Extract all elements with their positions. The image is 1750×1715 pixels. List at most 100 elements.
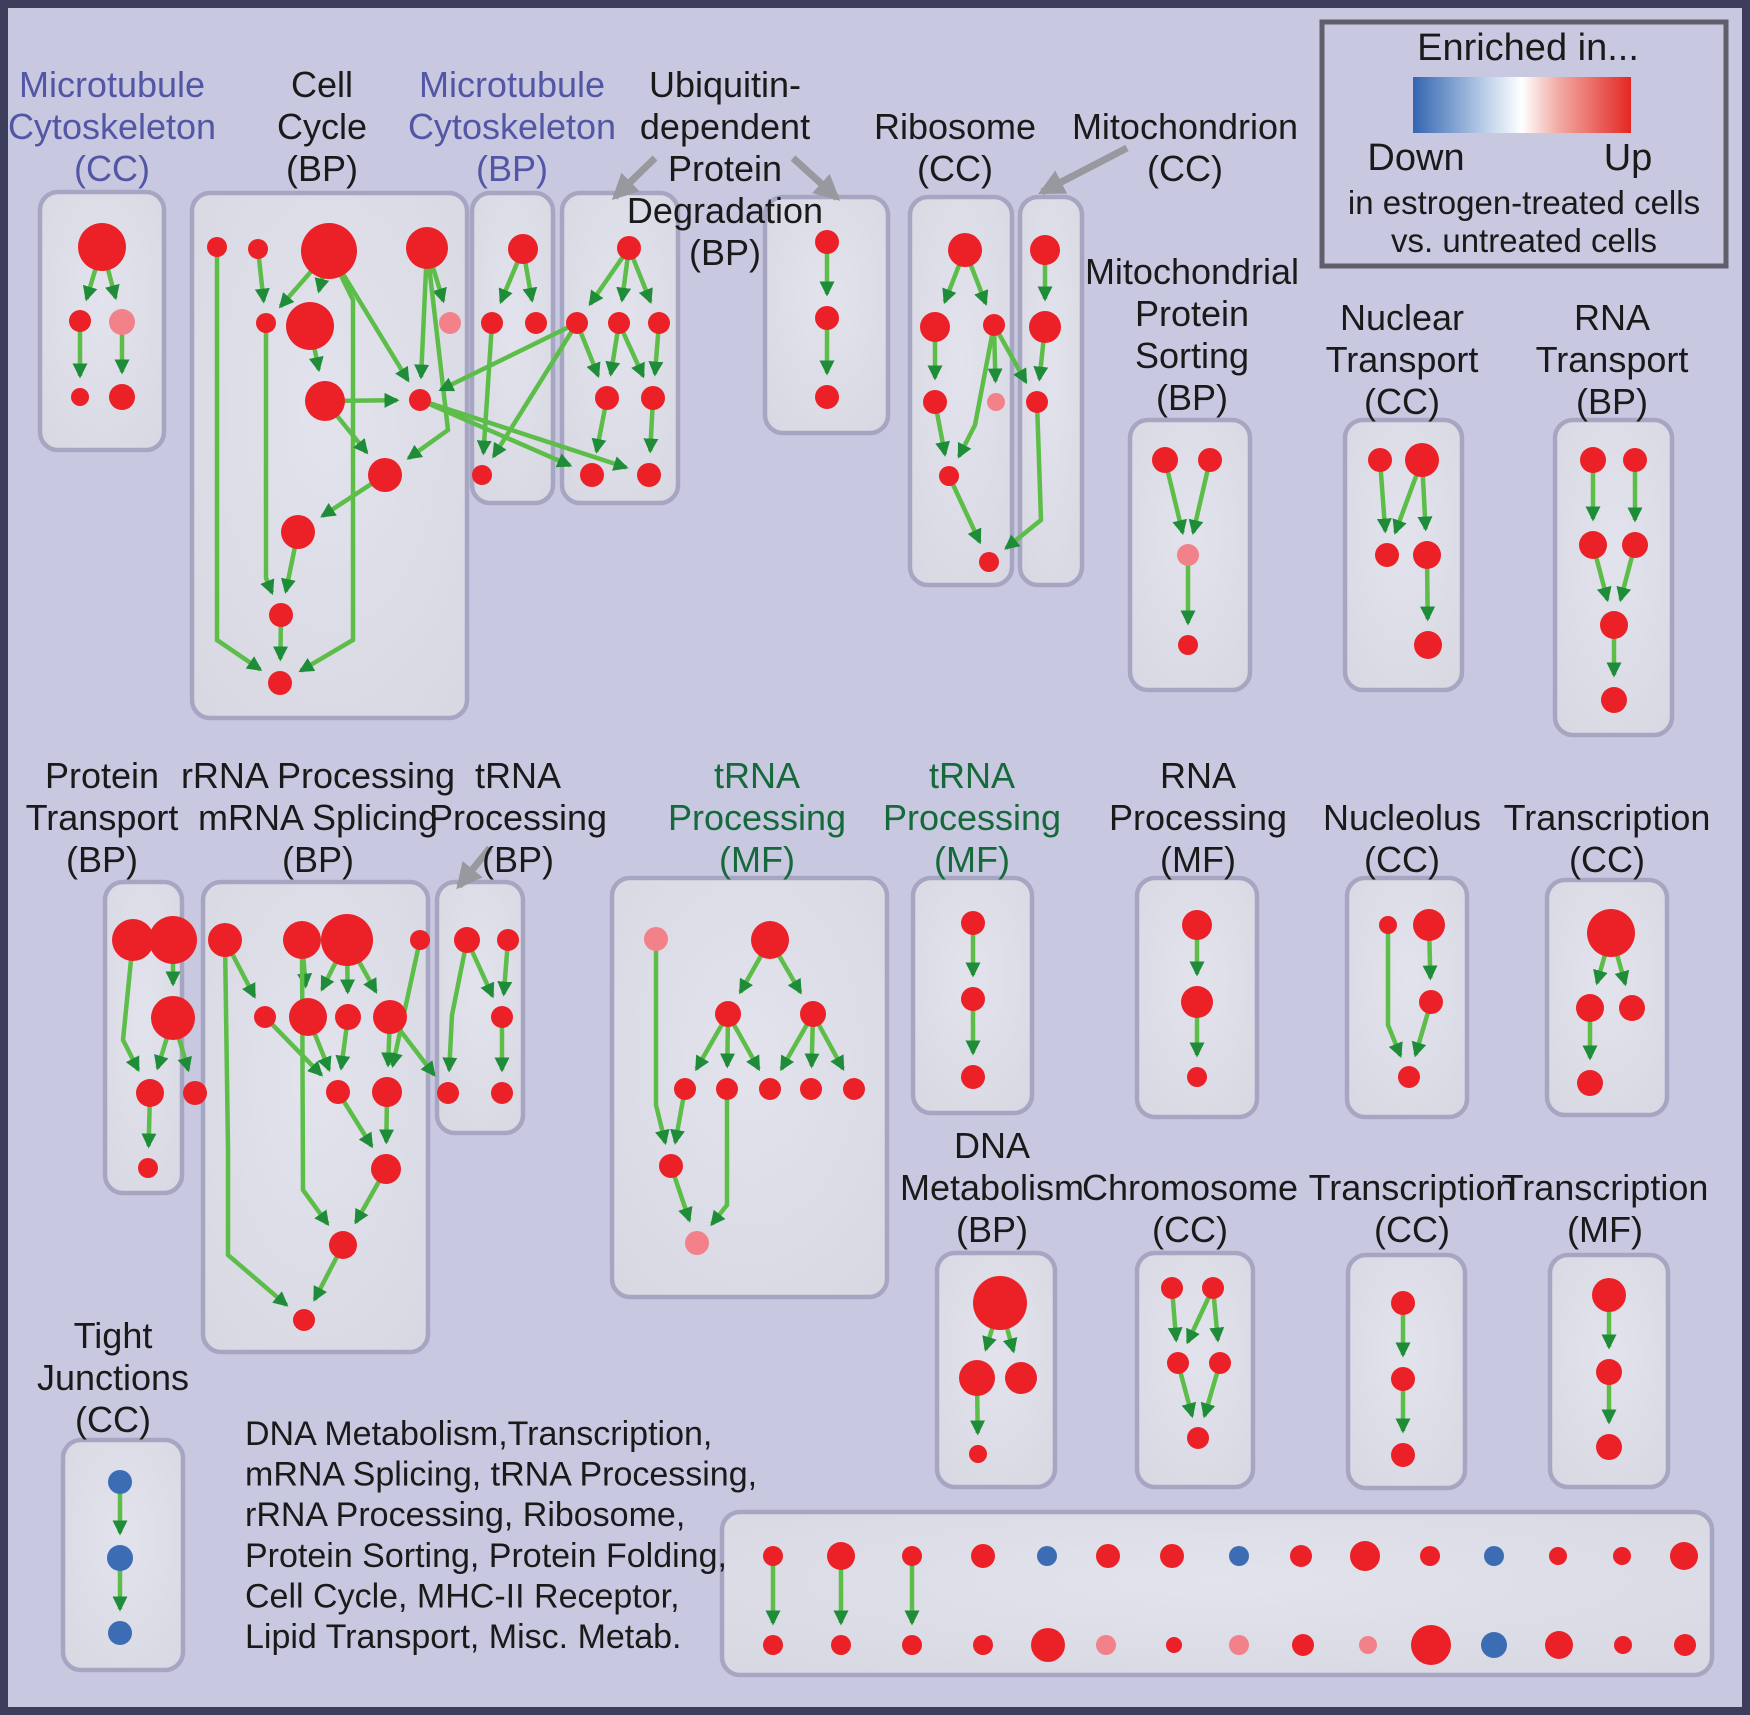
go-term-node-up	[716, 1078, 738, 1100]
go-term-node-up	[1420, 1546, 1440, 1566]
go-term-node-down	[107, 1545, 133, 1571]
cluster-boxes-layer	[37, 189, 1715, 1678]
go-term-node-up-weak	[1359, 1636, 1377, 1654]
go-term-node-up	[207, 237, 227, 257]
go-term-node-up	[1413, 541, 1441, 569]
rna-transport-bp-box	[1552, 417, 1675, 738]
go-term-node-up	[1549, 1547, 1567, 1565]
cluster-label-line: Protein	[45, 755, 159, 796]
go-term-node-up	[1580, 447, 1606, 473]
cluster-label-line: (BP)	[1156, 377, 1228, 418]
cluster-label-line: Mitochondrion	[1072, 106, 1298, 147]
mitochondrion-cc-box	[1017, 194, 1085, 588]
go-term-node-up	[1391, 1443, 1415, 1467]
go-term-node-up	[1026, 391, 1048, 413]
cluster-label-line: Tight	[74, 1315, 153, 1356]
go-term-node-up	[580, 463, 604, 487]
go-term-node-up	[269, 603, 293, 627]
legend-subtitle-line2: vs. untreated cells	[1391, 222, 1657, 259]
edge-arrow	[442, 939, 470, 1073]
go-term-node-up	[409, 389, 431, 411]
cluster-label-line: (BP)	[1576, 381, 1648, 422]
cluster-label-line: Cycle	[277, 106, 367, 147]
go-term-node-up	[759, 1078, 781, 1100]
go-term-node-up	[948, 233, 982, 267]
go-term-node-up	[1379, 916, 1397, 934]
edge-arrow	[120, 939, 141, 1073]
go-term-node-up	[437, 1082, 459, 1104]
cluster-label-line: (CC)	[1364, 839, 1440, 880]
go-term-node-up	[368, 458, 402, 492]
go-term-node-up	[183, 1081, 207, 1105]
edge-arrow	[414, 247, 430, 380]
go-term-node-up	[1187, 1427, 1209, 1449]
cluster-label-line: Transport	[1326, 339, 1479, 380]
go-term-node-up	[1350, 1541, 1380, 1571]
go-term-node-down	[108, 1470, 132, 1494]
go-term-node-up	[281, 515, 315, 549]
go-term-node-up	[1375, 543, 1399, 567]
go-term-node-up	[335, 1004, 361, 1030]
go-term-node-up	[454, 927, 480, 953]
cluster-label-line: Cell	[291, 64, 353, 105]
go-term-node-up	[595, 386, 619, 410]
cluster-label-line: (CC)	[1569, 839, 1645, 880]
go-term-node-up	[637, 463, 661, 487]
go-term-node-up	[1181, 986, 1213, 1018]
cluster-label: Transcription (CC)	[1309, 1167, 1516, 1250]
cluster-label: RNA Transport (BP)	[1536, 297, 1689, 422]
go-term-node-up	[1292, 1634, 1314, 1656]
go-term-node-up	[305, 381, 345, 421]
go-term-node-up	[1031, 1628, 1065, 1662]
go-term-node-up	[286, 302, 334, 350]
go-term-node-up	[254, 1006, 276, 1028]
go-term-node-up	[481, 312, 503, 334]
go-term-node-up-weak	[644, 927, 668, 951]
cluster-label-line: Ubiquitin-	[649, 64, 801, 105]
cluster-label: Mitochondrion (CC)	[1072, 106, 1298, 189]
go-term-node-up	[1576, 994, 1604, 1022]
cluster-label-line: Mitochondrial	[1085, 251, 1299, 292]
cluster-label-line: Cytoskeleton	[8, 106, 216, 147]
go-term-node-up	[843, 1078, 865, 1100]
go-term-node-up	[138, 1158, 158, 1178]
go-term-node-up	[763, 1635, 783, 1655]
go-term-node-up	[1579, 531, 1607, 559]
go-term-node-up	[1619, 995, 1645, 1021]
label-pointer-arrow	[611, 155, 658, 201]
go-term-node-up	[149, 916, 197, 964]
go-term-node-up	[1005, 1362, 1037, 1394]
cluster-label-line: (CC)	[74, 148, 150, 189]
cluster-label-line: (CC)	[1364, 381, 1440, 422]
go-term-node-up	[78, 223, 126, 271]
cluster-label: tRNA Processing (MF)	[668, 755, 846, 880]
cluster-label-line: Junctions	[37, 1357, 189, 1398]
go-term-node-up	[815, 230, 839, 254]
go-term-node-up	[1290, 1545, 1312, 1567]
cluster-label-line: Nuclear	[1340, 297, 1464, 338]
cluster-label: Mitochondrial Protein Sorting (BP)	[1085, 251, 1299, 418]
go-term-node-up	[1600, 611, 1628, 639]
cluster-label-line: rRNA Processing	[181, 755, 455, 796]
go-term-node-up	[329, 1231, 357, 1259]
cluster-label-line: Transport	[26, 797, 179, 838]
cluster-label-line: tRNA	[929, 755, 1015, 796]
label-pointer-arrow	[456, 845, 493, 890]
go-term-node-up	[763, 1546, 783, 1566]
go-term-node-up	[1601, 687, 1627, 713]
mixed-terms-text-line: mRNA Splicing, tRNA Processing,	[245, 1456, 757, 1494]
go-term-node-up	[1198, 448, 1222, 472]
go-term-node-up	[1596, 1359, 1622, 1385]
chromosome-cc-box	[1134, 1250, 1256, 1490]
go-term-node-up	[983, 314, 1005, 336]
mixed-terms-text-line: rRNA Processing, Ribosome,	[245, 1496, 685, 1534]
mixed-terms-text-line: DNA Metabolism,Transcription,	[245, 1415, 712, 1453]
cluster-label-line: Transcription	[1309, 1167, 1516, 1208]
edge-arrow	[388, 939, 423, 1069]
cluster-label: Microtubule Cytoskeleton (CC)	[8, 64, 216, 189]
go-term-node-down	[1481, 1632, 1507, 1658]
go-term-node-up	[1096, 1544, 1120, 1568]
cluster-label-line: (BP)	[482, 839, 554, 880]
cluster-label: Nuclear Transport (CC)	[1326, 297, 1479, 422]
cluster-label: rRNA Processing mRNA Splicing (BP)	[181, 755, 455, 880]
